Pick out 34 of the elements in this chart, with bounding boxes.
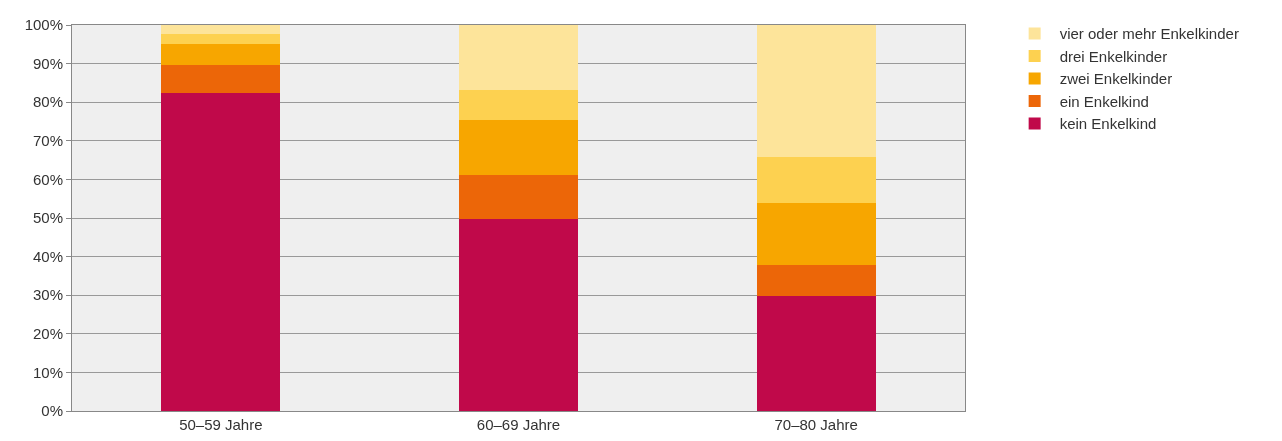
bar xyxy=(161,92,281,411)
y-tick-label: 0% xyxy=(41,402,63,420)
bar xyxy=(458,175,579,220)
bar xyxy=(458,25,579,90)
legend-label: zwei Enkelkinder xyxy=(1059,70,1173,88)
y-tick-label: 50% xyxy=(32,209,63,227)
legend-label: vier oder mehr Enkelkinder xyxy=(1059,25,1239,43)
bar xyxy=(161,33,281,44)
y-tick-label: 90% xyxy=(32,54,63,72)
bar xyxy=(756,265,876,296)
bar xyxy=(756,295,876,411)
y-tick-label: 40% xyxy=(32,247,63,265)
y-tick-label: 70% xyxy=(32,132,63,150)
y-tick-label: 20% xyxy=(32,325,63,343)
y-tick-label: 60% xyxy=(32,170,63,188)
bar xyxy=(458,119,579,176)
legend-label: ein Enkelkind xyxy=(1059,92,1149,110)
bar xyxy=(161,43,281,66)
bar xyxy=(756,202,876,266)
bar xyxy=(756,25,876,158)
y-tick-label: 30% xyxy=(32,286,63,304)
bar xyxy=(458,219,579,411)
bar xyxy=(161,65,281,93)
y-tick-label: 100% xyxy=(24,16,63,34)
x-tick-label: 60–69 Jahre xyxy=(476,416,561,433)
legend-label: kein Enkelkind xyxy=(1059,115,1157,133)
bar xyxy=(756,157,876,203)
x-tick-label: 50–59 Jahre xyxy=(179,416,263,433)
bar xyxy=(161,25,281,34)
legend-label: drei Enkelkinder xyxy=(1059,47,1168,65)
y-tick-label: 10% xyxy=(32,363,63,381)
bar xyxy=(458,89,579,120)
x-tick-label: 70–80 Jahre xyxy=(774,416,858,433)
y-tick-label: 80% xyxy=(32,93,63,111)
